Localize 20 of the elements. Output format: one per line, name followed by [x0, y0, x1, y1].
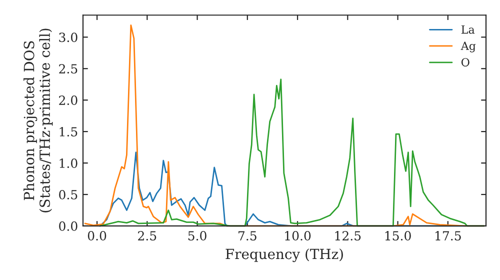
x-tick-label: 17.5	[436, 231, 461, 240]
y-tick-label: 2.0	[59, 96, 78, 106]
y-tick-label: 0.5	[59, 190, 78, 200]
y-tick-label: 3.0	[59, 32, 78, 42]
x-tick-label: 12.5	[335, 231, 361, 240]
y-tick-label: 1.0	[60, 158, 78, 168]
x-tick-label: 0.0	[88, 231, 106, 240]
x-tick-label: 10.0	[285, 231, 311, 240]
y-tick-label: 0.0	[59, 221, 78, 231]
x-tick-label: 15.0	[385, 231, 411, 240]
x-axis-title: Frequency (THz)	[226, 248, 343, 262]
x-tick-label: 7.5	[238, 231, 256, 240]
legend-label: Ag	[460, 42, 476, 52]
y-tick-label: 2.5	[59, 64, 78, 74]
x-tick-label: 5.0	[188, 231, 206, 240]
x-tick-label: 2.5	[138, 231, 156, 240]
legend-label: La	[461, 25, 475, 34]
y-axis-title: Phonon projected DOS (States/THz·primitive cell)	[24, 28, 53, 212]
y-tick-label: 1.5	[60, 127, 78, 136]
legend-label: O	[461, 58, 470, 66]
